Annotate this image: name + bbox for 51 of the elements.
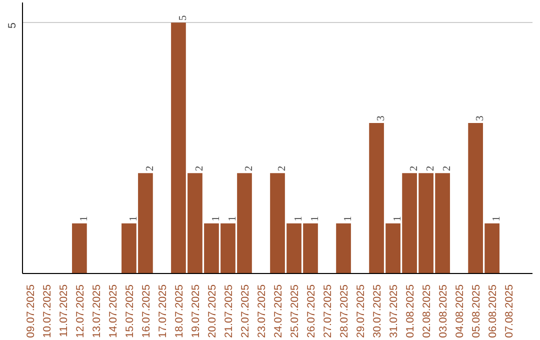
x-tick-label: 19.07.2025 xyxy=(190,284,202,338)
x-tick-label: 26.07.2025 xyxy=(306,284,318,338)
data-label: 1 xyxy=(343,216,354,222)
data-label: 1 xyxy=(492,216,503,222)
x-tick-label: 24.07.2025 xyxy=(272,284,284,338)
data-label: 1 xyxy=(392,216,404,222)
x-tick-label: 02.08.2025 xyxy=(421,284,434,338)
x-tick-label: 28.07.2025 xyxy=(338,284,351,338)
x-tick-label: 05.08.2025 xyxy=(470,284,483,338)
x-tick-label: 15.07.2025 xyxy=(124,284,136,338)
x-tick-label: 17.07.2025 xyxy=(156,284,169,338)
data-label: 1 xyxy=(210,216,222,222)
data-label: 2 xyxy=(409,166,420,172)
x-tick-label: 10.07.2025 xyxy=(41,284,54,338)
x-tick-label: 13.07.2025 xyxy=(90,284,103,338)
x-tick-label: 11.07.2025 xyxy=(58,284,70,338)
x-tick-label: 07.08.2025 xyxy=(504,284,516,338)
bar xyxy=(336,223,351,274)
x-tick-label: 06.08.2025 xyxy=(487,284,500,338)
data-label: 2 xyxy=(244,166,255,172)
x-tick-label: 22.07.2025 xyxy=(239,284,252,338)
x-tick-label: 30.07.2025 xyxy=(372,284,384,338)
bar xyxy=(72,223,87,274)
x-tick-label: 21.07.2025 xyxy=(222,284,235,338)
data-label: 1 xyxy=(310,216,322,222)
x-tick-label: 12.07.2025 xyxy=(74,284,86,338)
data-label: 2 xyxy=(426,166,437,172)
x-tick-label: 29.07.2025 xyxy=(355,284,368,338)
x-tick-label: 31.07.2025 xyxy=(388,284,400,338)
data-label: 1 xyxy=(78,216,90,222)
x-tick-label: 27.07.2025 xyxy=(322,284,334,338)
data-label: 2 xyxy=(194,166,206,172)
data-label: 1 xyxy=(294,216,305,222)
data-label: 2 xyxy=(144,166,156,172)
x-tick-label: 20.07.2025 xyxy=(206,284,218,338)
x-tick-label: 16.07.2025 xyxy=(140,284,152,338)
x-tick-label: 03.08.2025 xyxy=(438,284,450,338)
x-tick-label: 18.07.2025 xyxy=(173,284,186,338)
data-label: 2 xyxy=(277,166,288,172)
x-tick-label: 25.07.2025 xyxy=(289,284,302,338)
data-label: 2 xyxy=(442,166,454,172)
x-tick-label: 01.08.2025 xyxy=(404,284,417,338)
x-tick-label: 23.07.2025 xyxy=(256,284,268,338)
data-label: 3 xyxy=(376,116,388,121)
data-label: 3 xyxy=(475,116,486,121)
x-tick-label: 14.07.2025 xyxy=(107,284,120,338)
data-label: 1 xyxy=(128,216,140,222)
x-tick-label: 09.07.2025 xyxy=(24,284,37,338)
data-label: 1 xyxy=(227,216,238,222)
data-label: 5 xyxy=(178,15,189,21)
x-tick-label: 04.08.2025 xyxy=(454,284,466,338)
